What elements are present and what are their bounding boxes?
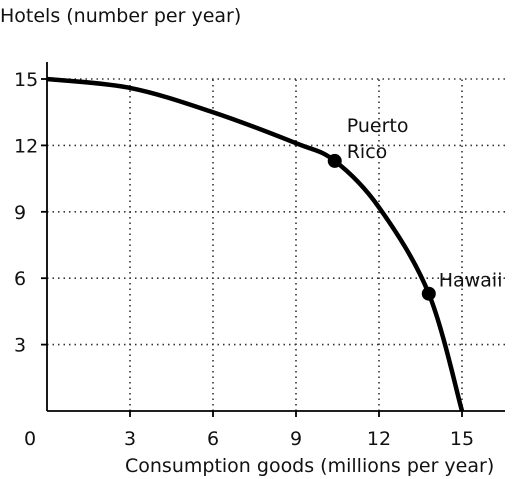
labeled-points: Puerto Rico Hawaii — [327, 115, 503, 301]
x-tick-label: 3 — [124, 428, 136, 450]
y-tick-label: 6 — [14, 268, 26, 290]
tick-labels: 3 6 9 12 15 3 6 9 12 15 — [14, 69, 474, 450]
point-label: Hawaii — [439, 270, 503, 292]
y-axis-title: Hotels (number per year) — [0, 5, 241, 27]
y-tick-label: 3 — [14, 335, 26, 357]
x-tick-label: 6 — [207, 428, 219, 450]
x-tick-label: 9 — [290, 428, 302, 450]
x-axis-title: Consumption goods (millions per year) — [125, 455, 494, 477]
point-label: Puerto — [347, 115, 409, 137]
x-tick-label: 12 — [367, 428, 391, 450]
y-tick-label: 9 — [14, 202, 26, 224]
y-tick-label: 12 — [14, 135, 38, 157]
data-point — [421, 286, 436, 301]
origin-label: 0 — [24, 428, 36, 450]
gridlines — [47, 78, 505, 411]
y-tick-label: 15 — [14, 69, 38, 91]
x-tick-label: 15 — [450, 428, 474, 450]
data-point — [327, 153, 342, 168]
point-label: Rico — [347, 141, 388, 163]
